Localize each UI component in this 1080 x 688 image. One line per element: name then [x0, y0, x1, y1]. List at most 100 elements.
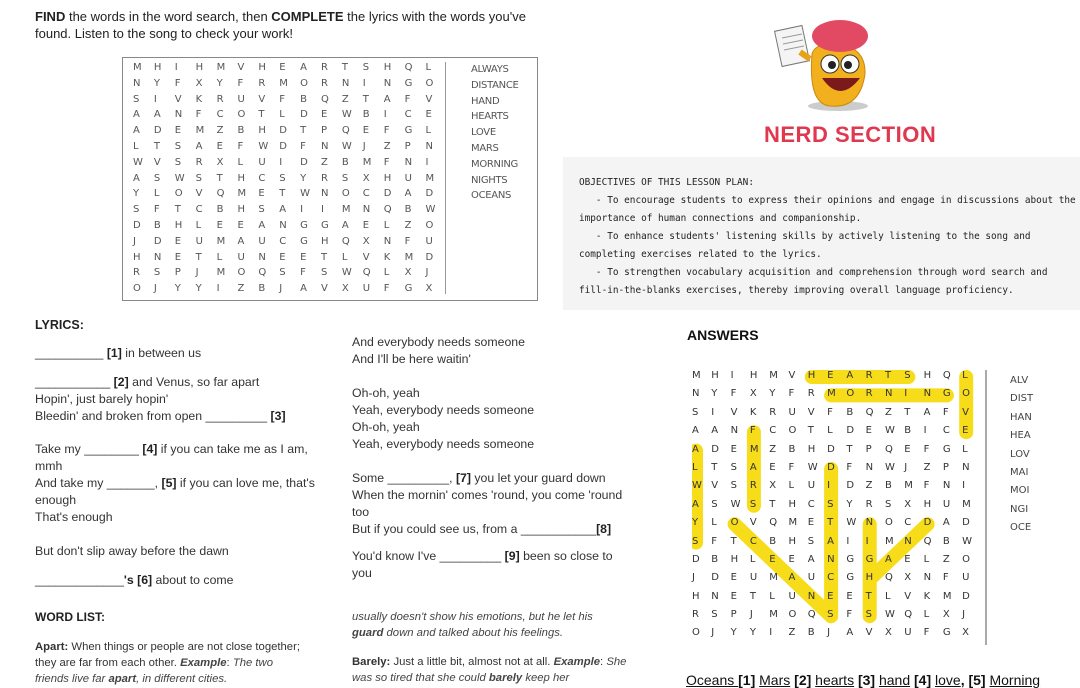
grid-letter: I [827, 480, 831, 492]
grid-letter: N [383, 235, 392, 247]
grid-letter: H [237, 172, 245, 184]
grid-letter: P [174, 267, 181, 279]
word-bank-item: OCEANS [471, 190, 512, 202]
grid-letter: O [237, 109, 246, 121]
grid-letter: J [279, 283, 283, 295]
word-bank-item: LOV [1010, 448, 1030, 460]
grid-letter: I [300, 204, 304, 216]
grid-letter: A [300, 62, 307, 73]
grid-letter: C [195, 204, 203, 216]
grid-letter: M [788, 517, 798, 529]
grid-letter: G [942, 443, 951, 455]
grid-letter: B [711, 553, 719, 565]
answer-highlights [692, 370, 974, 624]
grid-letter: V [425, 93, 433, 105]
grid-letter: D [711, 443, 719, 455]
word-bank-item: HEARTS [471, 111, 509, 123]
grid-letter: I [216, 283, 220, 295]
grid-letter: E [216, 140, 223, 152]
grid-letter: E [321, 109, 328, 121]
grid-letter: G [404, 125, 413, 137]
grid-letter: H [711, 370, 719, 381]
grid-letter: V [807, 406, 815, 418]
grid-letter: S [730, 480, 737, 492]
grid-letter: Z [404, 219, 412, 231]
grid-letter: N [807, 590, 816, 602]
grid-letter: S [884, 498, 892, 510]
grid-letter: A [279, 204, 287, 216]
grid-letter: U [904, 627, 912, 639]
grid-letter: R [692, 609, 699, 621]
grid-letter: A [300, 283, 307, 295]
grid-letter: G [846, 572, 855, 584]
grid-letter: S [730, 461, 737, 473]
grid-letter: W [341, 140, 352, 152]
word-bank: ALWAYS DISTANCE HAND HEARTS LOVE MARS MORNING N… [471, 62, 519, 204]
grid-letter: L [827, 425, 833, 437]
grid-letter: F [923, 443, 930, 455]
grid-letter: E [730, 590, 737, 602]
grid-letter: F [153, 204, 160, 216]
grid-letter: E [300, 251, 307, 263]
grid-letter: Z [942, 553, 950, 565]
grid-letter: O [788, 609, 797, 621]
grid-letter: Q [362, 267, 371, 279]
grid-letter: B [904, 425, 912, 437]
answer-word: Morning [989, 672, 1041, 688]
grid-letter: W [884, 609, 895, 621]
grid-letter: B [341, 156, 349, 168]
grid-letter: F [923, 480, 930, 492]
grid-letter: D [846, 425, 855, 437]
grid-letter: C [807, 498, 815, 510]
grid-letter: M [749, 443, 759, 455]
grid-letter: N [362, 204, 371, 216]
grid-letter: M [279, 77, 288, 89]
grid-letter: G [846, 553, 855, 565]
grid-letter: Q [884, 572, 893, 584]
grid-letter: D [962, 590, 970, 602]
grid-letter: R [133, 267, 140, 279]
grid-letter: M [237, 188, 247, 200]
grid-letter: A [258, 219, 266, 231]
grid-letter: D [827, 443, 835, 455]
grid-letter: B [942, 535, 950, 547]
grid-letter: I [425, 156, 429, 168]
grid-letter: N [923, 572, 932, 584]
grid-letter: S [279, 267, 286, 279]
grid-letter: S [827, 609, 834, 621]
grid-letter: P [730, 609, 737, 621]
grid-letter: S [153, 172, 161, 184]
grid-letter: K [923, 590, 931, 602]
grid-letter: N [425, 140, 433, 152]
grid-letter: L [153, 188, 160, 200]
grid-letter: M [216, 62, 226, 73]
grid-letter: Q [865, 406, 874, 418]
grid-letter: M [216, 235, 226, 247]
grid-letter: A [827, 535, 834, 547]
grid-letter: F [942, 572, 949, 584]
grid-letter: V [749, 517, 757, 529]
word-bank-item: MOI [1010, 485, 1030, 497]
grid-letter: R [807, 388, 815, 400]
grid-letter: L [216, 251, 223, 263]
grid-letter: A [692, 498, 699, 510]
grid-letter: M [769, 370, 778, 381]
grid-letter: V [730, 406, 738, 418]
grid-letter: X [884, 627, 892, 639]
highlight-mark [862, 517, 935, 587]
grid-letter: Q [942, 370, 951, 381]
grid-letter: B [846, 406, 854, 418]
grid-letter: W [846, 517, 857, 529]
grid-letter: S [749, 498, 757, 510]
grid-letter: R [321, 77, 328, 89]
